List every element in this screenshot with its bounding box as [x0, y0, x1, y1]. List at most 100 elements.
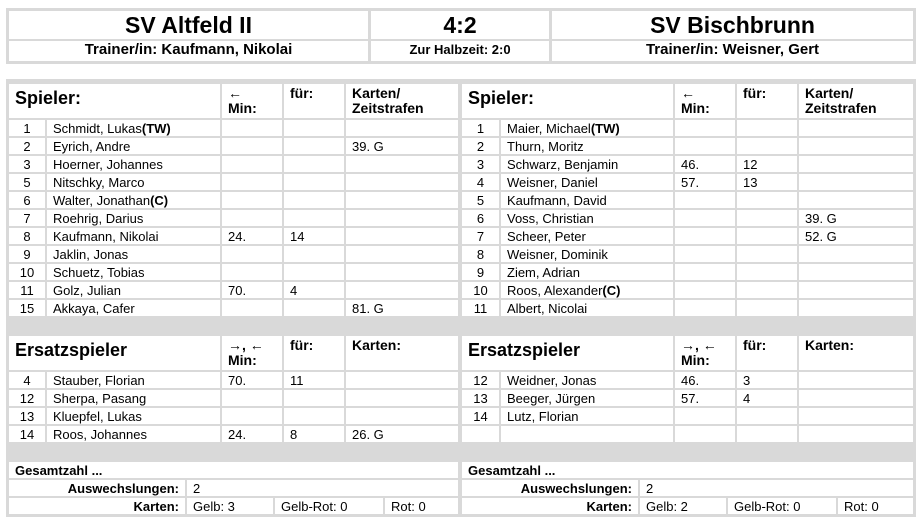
home-player-nr: 10 — [9, 264, 45, 280]
away-player-name: Ziem, Adrian — [501, 264, 673, 280]
away-player-nr: 1 — [462, 120, 499, 136]
away-subs-fuer-header: für: — [737, 336, 797, 370]
home-player-name: Kaufmann, Nikolai — [47, 228, 220, 244]
home-player-min — [222, 192, 282, 208]
away-fuer-header: für: — [737, 84, 797, 118]
away-player-name: Maier, Michael(TW) — [501, 120, 673, 136]
home-subs-count-label: Auswechslungen: — [9, 480, 185, 496]
away-sub-cards — [799, 372, 913, 388]
home-rot-total: Rot: 0 — [385, 498, 458, 514]
away-player-cards — [799, 300, 913, 316]
away-player-nr: 4 — [462, 174, 499, 190]
home-player-cards — [346, 192, 458, 208]
home-player-fuer — [284, 174, 344, 190]
home-players-header: Spieler: — [9, 84, 220, 118]
away-player-name: Kaufmann, David — [501, 192, 673, 208]
away-player-cards — [799, 138, 913, 154]
away-player-cards — [799, 192, 913, 208]
away-sub-nr: 14 — [462, 408, 499, 424]
away-sub-name: Lutz, Florian — [501, 408, 673, 424]
home-player-min — [222, 210, 282, 226]
away-player-nr: 2 — [462, 138, 499, 154]
player-name-text: Albert, Nicolai — [507, 301, 588, 316]
home-sub-min — [222, 408, 282, 424]
home-gelbrot-total: Gelb-Rot: 0 — [275, 498, 383, 514]
away-player-nr: 11 — [462, 300, 499, 316]
home-trainer: Trainer/in: Kaufmann, Nikolai — [9, 41, 368, 61]
home-subs-cards-header: Karten: — [346, 336, 458, 370]
home-sub-name: Stauber, Florian — [47, 372, 220, 388]
player-name-text: Thurn, Moritz — [507, 139, 584, 154]
home-sub-min — [222, 390, 282, 406]
home-subs-fuer-header: für: — [284, 336, 344, 370]
home-player-nr: 11 — [9, 282, 45, 298]
player-name-text: Akkaya, Cafer — [53, 301, 135, 316]
player-name-text: Golz, Julian — [53, 283, 121, 298]
player-role-suffix: (C) — [150, 193, 169, 208]
player-name-text: Kaufmann, David — [507, 193, 607, 208]
away-player-nr: 8 — [462, 246, 499, 262]
home-player-name: Akkaya, Cafer — [47, 300, 220, 316]
away-gelbrot-total: Gelb-Rot: 0 — [728, 498, 836, 514]
home-player-cards — [346, 156, 458, 172]
home-player-cards — [346, 282, 458, 298]
home-player-min: 70. — [222, 282, 282, 298]
player-name-text: Kaufmann, Nikolai — [53, 229, 159, 244]
away-player-cards — [799, 264, 913, 280]
home-cards-header: Karten/ Zeitstrafen — [346, 84, 458, 118]
player-name-text: Jaklin, Jonas — [53, 247, 129, 262]
away-sub-fuer: 3 — [737, 372, 797, 388]
home-player-min — [222, 246, 282, 262]
home-sub-fuer — [284, 408, 344, 424]
home-player-fuer — [284, 192, 344, 208]
home-player-name: Roehrig, Darius — [47, 210, 220, 226]
away-subs-count-value: 2 — [640, 480, 913, 496]
home-subs-min-header: →, ← Min: — [222, 336, 282, 370]
away-player-fuer — [737, 300, 797, 316]
home-player-cards — [346, 210, 458, 226]
away-player-min — [675, 228, 735, 244]
away-player-name: Schwarz, Benjamin — [501, 156, 673, 172]
away-cards-header: Karten/ Zeitstrafen — [799, 84, 913, 118]
away-player-name: Scheer, Peter — [501, 228, 673, 244]
home-sub-fuer: 8 — [284, 426, 344, 442]
away-player-min — [675, 282, 735, 298]
home-player-fuer — [284, 300, 344, 316]
away-player-min — [675, 300, 735, 316]
away-sub-fuer: 4 — [737, 390, 797, 406]
player-name-text: Hoerner, Johannes — [53, 157, 163, 172]
away-rot-total: Rot: 0 — [838, 498, 913, 514]
home-sub-fuer: 11 — [284, 372, 344, 388]
away-player-nr: 5 — [462, 192, 499, 208]
away-sub-cards — [799, 408, 913, 424]
away-player-fuer: 12 — [737, 156, 797, 172]
away-sub-name — [501, 426, 673, 442]
away-player-fuer — [737, 282, 797, 298]
away-player-fuer — [737, 228, 797, 244]
home-sub-fuer — [284, 390, 344, 406]
player-name-text: Ziem, Adrian — [507, 265, 580, 280]
home-player-cards — [346, 174, 458, 190]
home-player-nr: 8 — [9, 228, 45, 244]
away-player-min — [675, 120, 735, 136]
away-player-fuer — [737, 138, 797, 154]
home-player-nr: 15 — [9, 300, 45, 316]
home-player-fuer: 14 — [284, 228, 344, 244]
player-name-text: Schuetz, Tobias — [53, 265, 145, 280]
away-player-fuer: 13 — [737, 174, 797, 190]
home-subs-header: Ersatzspieler — [9, 336, 220, 370]
away-sub-min: 46. — [675, 372, 735, 388]
away-sub-nr: 13 — [462, 390, 499, 406]
away-player-min: 46. — [675, 156, 735, 172]
away-sub-fuer — [737, 408, 797, 424]
away-player-min — [675, 246, 735, 262]
home-sub-name: Kluepfel, Lukas — [47, 408, 220, 424]
away-player-cards: 39. G — [799, 210, 913, 226]
away-sub-cards — [799, 426, 913, 442]
player-name-text: Scheer, Peter — [507, 229, 586, 244]
home-player-cards — [346, 246, 458, 262]
home-player-min — [222, 174, 282, 190]
away-player-cards — [799, 282, 913, 298]
away-sub-name: Weidner, Jonas — [501, 372, 673, 388]
home-sub-name: Sherpa, Pasang — [47, 390, 220, 406]
